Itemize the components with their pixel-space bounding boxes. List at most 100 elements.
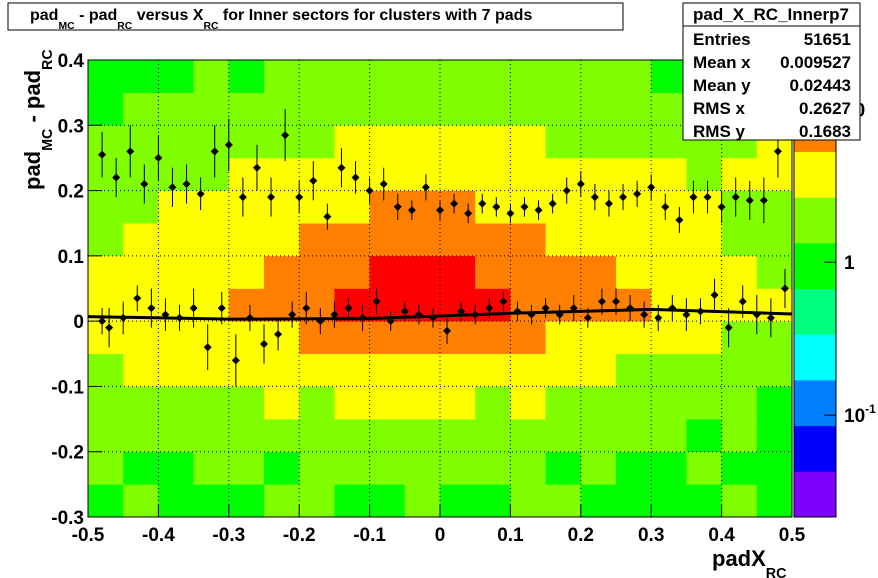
heat-cell — [545, 125, 582, 159]
z-tick-base: 1 — [844, 253, 855, 274]
heat-cell — [580, 321, 617, 355]
heat-cell — [299, 288, 335, 322]
data-point — [724, 323, 733, 332]
heat-cell — [510, 60, 546, 93]
heat-cell — [721, 484, 758, 518]
heat-cell — [334, 190, 370, 224]
x-tick-label: -0.3 — [212, 525, 245, 546]
heat-cell — [193, 223, 230, 257]
chart-title-part: - pad — [75, 7, 118, 24]
heat-cell — [228, 484, 265, 518]
heat-cell — [404, 386, 441, 420]
data-point — [154, 153, 163, 162]
heat-cell — [686, 451, 722, 485]
data-point — [379, 180, 388, 189]
x-axis-label: padXRC​ — [712, 546, 786, 578]
data-point — [675, 215, 684, 224]
heat-cell — [475, 288, 511, 322]
heat-cell — [369, 223, 406, 257]
heat-cell — [440, 419, 476, 453]
data-point — [520, 202, 529, 211]
data-point — [98, 317, 107, 326]
heat-cell — [651, 60, 687, 93]
data-point — [752, 310, 761, 319]
heat-cell — [510, 386, 546, 420]
data-point — [133, 294, 142, 303]
heat-cell — [299, 223, 335, 257]
heat-cell — [510, 223, 546, 257]
heat-cell — [334, 353, 370, 387]
heat-cell — [721, 223, 758, 257]
data-point — [414, 310, 423, 319]
heat-cell — [88, 386, 124, 420]
heat-cell — [756, 353, 793, 387]
heat-cell — [193, 60, 230, 93]
colorbar-cell — [794, 494, 836, 503]
heat-cell — [228, 223, 265, 257]
data-point — [421, 183, 430, 192]
data-point — [710, 291, 719, 300]
y-tick-label: 0.2 — [58, 182, 84, 203]
data-point — [224, 140, 233, 149]
heat-cell — [88, 451, 124, 485]
heat-cell — [510, 419, 546, 453]
colorbar-cell — [794, 303, 836, 312]
colorbar-cell — [794, 159, 836, 168]
heat-cell — [404, 255, 441, 289]
heat-cell — [193, 484, 230, 518]
data-point — [703, 193, 712, 202]
heat-cell — [158, 223, 194, 257]
heat-cell — [721, 419, 758, 453]
heat-cell — [404, 190, 441, 224]
z-tick-label: 1 — [844, 253, 855, 274]
data-point — [372, 297, 381, 306]
colorbar-cell — [794, 219, 836, 229]
data-point — [668, 304, 677, 313]
colorbar-cell — [794, 296, 836, 305]
heat-cell — [510, 255, 546, 289]
data-point — [576, 180, 585, 189]
heat-cell — [193, 92, 230, 126]
heat-cell — [369, 353, 406, 387]
data-point — [196, 189, 205, 198]
data-point — [126, 147, 135, 156]
heat-cell — [334, 451, 370, 485]
x-tick-label: 0.3 — [638, 525, 664, 546]
heat-cell — [475, 223, 511, 257]
colorbar-cell — [794, 311, 836, 320]
heat-cell — [545, 451, 582, 485]
data-point — [541, 304, 550, 313]
heat-cell — [193, 419, 230, 453]
heat-cell — [299, 255, 335, 289]
data-point — [210, 147, 219, 156]
data-point — [274, 330, 283, 339]
colorbar-cell — [794, 273, 836, 282]
heat-cell — [686, 255, 722, 289]
heat-cell — [334, 255, 370, 289]
heat-cell — [651, 353, 687, 387]
data-point — [175, 313, 184, 322]
heat-cell — [264, 92, 300, 126]
data-point — [330, 310, 339, 319]
y-tick-label: 0 — [73, 312, 84, 333]
heat-cell — [616, 484, 652, 518]
data-point — [358, 313, 367, 322]
heat-cell — [158, 125, 194, 159]
heat-cell — [88, 157, 124, 191]
data-point — [344, 304, 353, 313]
data-point — [682, 310, 691, 319]
heat-cell — [123, 321, 159, 355]
colorbar-cell — [794, 364, 836, 373]
colorbar-cell — [794, 410, 836, 419]
heat-cell — [440, 125, 476, 159]
stats-label: RMS x — [693, 99, 746, 118]
heat-cell — [369, 60, 406, 93]
heat-cell — [193, 386, 230, 420]
heat-cell — [545, 321, 582, 355]
heat-cell — [369, 157, 406, 191]
y-axis-label-part: pad — [20, 151, 45, 190]
heat-cell — [616, 419, 652, 453]
heat-cell — [440, 451, 476, 485]
x-axis-label-part: padX — [712, 546, 766, 571]
heat-cell — [264, 125, 300, 159]
